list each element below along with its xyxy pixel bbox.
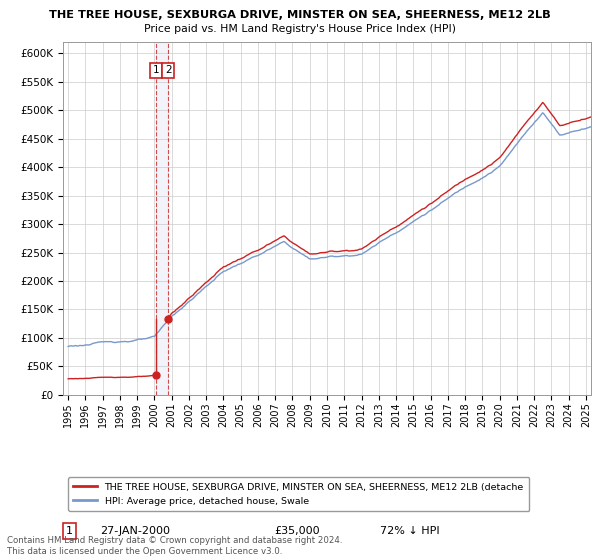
Text: THE TREE HOUSE, SEXBURGA DRIVE, MINSTER ON SEA, SHEERNESS, ME12 2LB: THE TREE HOUSE, SEXBURGA DRIVE, MINSTER … <box>49 10 551 20</box>
Text: 1: 1 <box>152 66 159 76</box>
Text: 2: 2 <box>165 66 172 76</box>
Legend: THE TREE HOUSE, SEXBURGA DRIVE, MINSTER ON SEA, SHEERNESS, ME12 2LB (detache, HP: THE TREE HOUSE, SEXBURGA DRIVE, MINSTER … <box>68 477 529 511</box>
Bar <box>155 42 168 395</box>
Text: £35,000: £35,000 <box>274 526 320 535</box>
Text: 27-JAN-2000: 27-JAN-2000 <box>100 526 170 535</box>
Text: 1: 1 <box>66 526 73 535</box>
Text: 72% ↓ HPI: 72% ↓ HPI <box>380 526 439 535</box>
Text: Contains HM Land Registry data © Crown copyright and database right 2024.
This d: Contains HM Land Registry data © Crown c… <box>7 536 343 556</box>
Text: Price paid vs. HM Land Registry's House Price Index (HPI): Price paid vs. HM Land Registry's House … <box>144 24 456 34</box>
